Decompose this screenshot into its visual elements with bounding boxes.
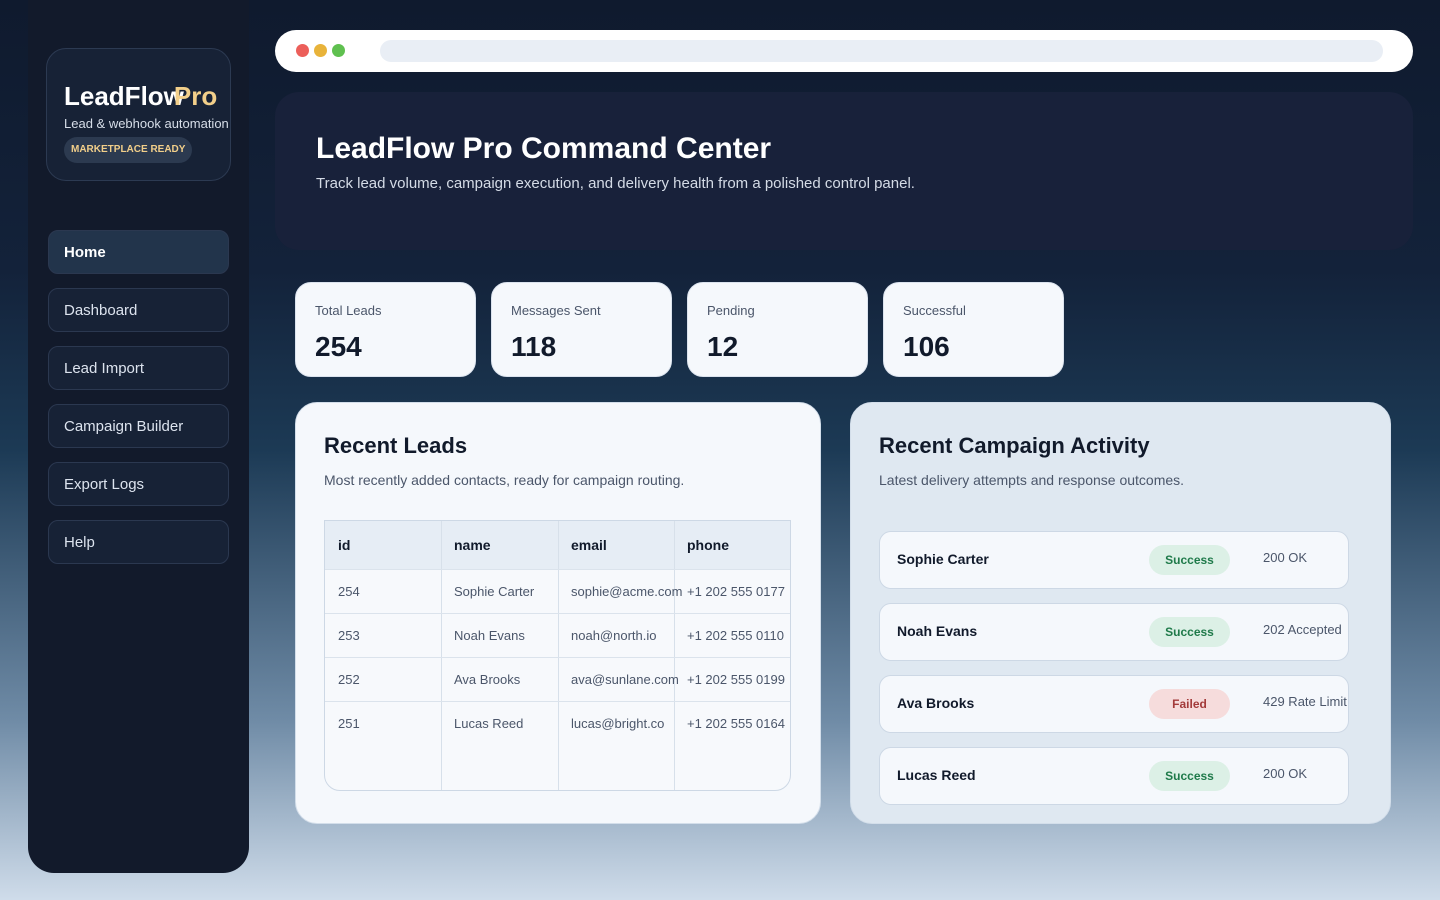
dot — [296, 44, 309, 57]
subtitle: Track lead volume, campaign execution, a… — [316, 175, 915, 192]
stat-label: Pending — [707, 303, 755, 318]
column-header: email — [558, 521, 674, 569]
table-cell: 251 — [325, 701, 441, 745]
table-cell: lucas@bright.co — [558, 701, 674, 745]
nav-item[interactable]: Dashboard — [48, 288, 229, 332]
table-cell: +1 202 555 0110 — [674, 613, 790, 657]
response: 200 OK — [1263, 550, 1308, 565]
response: 429 Rate Limit — [1263, 694, 1347, 709]
status-badge: Success — [1149, 761, 1230, 791]
panel-title: Recent Campaign Activity — [879, 433, 1150, 458]
stat-card: Messages Sent 118 — [491, 282, 672, 377]
response: 200 OK — [1263, 766, 1308, 781]
nav-item[interactable]: Campaign Builder — [48, 404, 229, 448]
table-cell: 253 — [325, 613, 441, 657]
lead-name: Sophie Carter — [897, 551, 989, 567]
column-header: name — [441, 521, 558, 569]
activity-item: Noah Evans Success 202 Accepted — [879, 603, 1349, 661]
lead-name: Noah Evans — [897, 623, 978, 639]
stat-card: Total Leads 254 — [295, 282, 476, 377]
stat-value: 106 — [903, 331, 950, 362]
brand-name: LeadFlow — [64, 81, 184, 111]
dot — [314, 44, 327, 57]
table-cell: sophie@acme.com — [558, 569, 682, 613]
nav-item[interactable]: Home — [48, 230, 229, 274]
stat-value: 118 — [511, 331, 557, 362]
table-cell: Ava Brooks — [441, 657, 558, 701]
stat-label: Total Leads — [315, 303, 382, 318]
badge: MARKETPLACE READY — [64, 137, 193, 163]
leads-panel: Recent Leads Most recently added contact… — [295, 402, 821, 824]
title: LeadFlow Pro Command Center — [316, 132, 772, 165]
nav-item[interactable]: Help — [48, 520, 229, 564]
lead-name: Ava Brooks — [897, 695, 975, 711]
column-divider — [441, 521, 442, 790]
nav-item[interactable]: Lead Import — [48, 346, 229, 390]
panel-title: Recent Leads — [324, 433, 468, 458]
panel-subtitle: Most recently added contacts, ready for … — [324, 472, 685, 488]
stat-card: Pending 12 — [687, 282, 868, 377]
column-header: id — [325, 521, 441, 569]
browser-bar — [275, 30, 1413, 72]
leads-table: id name email phone 254 Sophie Carter sophie@a… — [324, 520, 791, 791]
stat-label: Successful — [903, 303, 966, 318]
stat-value: 12 — [707, 331, 739, 362]
column-divider — [558, 521, 559, 790]
stat-card: Successful 106 — [883, 282, 1064, 377]
table-cell: +1 202 555 0177 — [674, 569, 790, 613]
brand-accent: Pro — [173, 81, 218, 111]
activity-item: Lucas Reed Success 200 OK — [879, 747, 1349, 805]
table-cell: 254 — [325, 569, 441, 613]
stat-label: Messages Sent — [511, 303, 601, 318]
table-cell: +1 202 555 0199 — [674, 657, 790, 701]
table-cell: +1 202 555 0164 — [674, 701, 790, 745]
lead-name: Lucas Reed — [897, 767, 976, 783]
response: 202 Accepted — [1263, 622, 1342, 637]
table-cell: ava@sunlane.com — [558, 657, 679, 701]
table-cell: 252 — [325, 657, 441, 701]
nav-item[interactable]: Export Logs — [48, 462, 229, 506]
table-cell: noah@north.io — [558, 613, 674, 657]
status-badge: Failed — [1149, 689, 1230, 719]
brand-card: LeadFlowPro Lead & webhook automation MA… — [46, 48, 231, 181]
stat-value: 254 — [315, 331, 362, 362]
activity-panel: Recent Campaign Activity Latest delivery… — [850, 402, 1391, 824]
status-badge: Success — [1149, 617, 1230, 647]
table-cell: Sophie Carter — [441, 569, 558, 613]
column-divider — [674, 521, 675, 790]
table-cell: Noah Evans — [441, 613, 558, 657]
table-cell: Lucas Reed — [441, 701, 558, 745]
address-bar[interactable] — [380, 40, 1383, 62]
header: LeadFlow Pro Command Center Track lead v… — [275, 92, 1413, 250]
activity-item: Ava Brooks Failed 429 Rate Limit — [879, 675, 1349, 733]
column-header: phone — [674, 521, 790, 569]
status-badge: Success — [1149, 545, 1230, 575]
brand: LeadFlowPro — [64, 81, 217, 112]
activity-item: Sophie Carter Success 200 OK — [879, 531, 1349, 589]
dot — [332, 44, 345, 57]
panel-subtitle: Latest delivery attempts and response ou… — [879, 472, 1185, 488]
tagline: Lead & webhook automation — [64, 116, 229, 131]
